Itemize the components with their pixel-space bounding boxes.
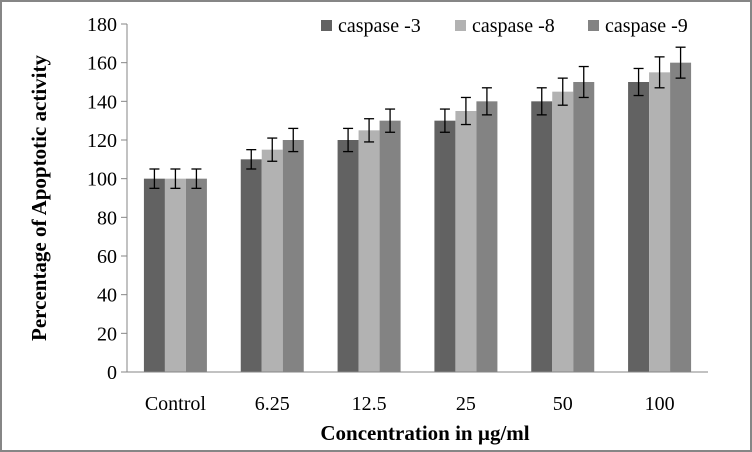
legend-swatch <box>321 20 332 31</box>
bars <box>143 62 692 373</box>
bar <box>240 159 262 372</box>
bar <box>455 111 477 372</box>
y-axis-title: Percentage of Apoptotic activity <box>27 55 51 341</box>
error-bars <box>149 46 686 189</box>
bar <box>649 72 671 372</box>
legend-label: caspase -3 <box>338 15 421 37</box>
axes <box>126 24 708 373</box>
bar <box>337 140 359 372</box>
bar <box>185 178 207 372</box>
x-tick-label: 100 <box>645 393 675 415</box>
x-tick-label: 25 <box>456 393 476 415</box>
y-tick-label: 100 <box>87 169 117 191</box>
y-tick-label: 120 <box>87 130 117 152</box>
bar <box>670 62 692 373</box>
legend-swatch <box>455 20 466 31</box>
y-tick-label: 80 <box>97 207 117 229</box>
bar <box>573 82 595 372</box>
legend-label: caspase -9 <box>605 15 688 37</box>
y-tick-label: 60 <box>97 246 117 268</box>
bar <box>282 140 304 372</box>
bar <box>379 120 401 373</box>
legend-label: caspase -8 <box>472 15 555 37</box>
y-tick-label: 40 <box>97 285 117 307</box>
x-tick-label: 50 <box>553 393 573 415</box>
bar <box>143 178 165 372</box>
bar <box>476 101 498 372</box>
y-tick-label: 140 <box>87 91 117 113</box>
x-tick-label: 6.25 <box>255 393 290 415</box>
y-tick-label: 20 <box>97 323 117 345</box>
bar <box>164 178 186 372</box>
bar <box>261 149 283 372</box>
y-tick-label: 160 <box>87 53 117 75</box>
y-axis-ticks: 0 20 40 60 80 100 120 140 160 180 <box>87 14 127 384</box>
y-tick-label: 0 <box>107 362 117 384</box>
y-tick-label: 180 <box>87 14 117 36</box>
bar <box>552 91 574 373</box>
legend-swatch <box>588 20 599 31</box>
x-axis-ticks: Control 6.25 12.5 25 50 100 <box>145 393 675 415</box>
x-tick-label: 12.5 <box>352 393 387 415</box>
bar <box>531 101 553 372</box>
bar <box>434 120 456 373</box>
x-tick-label: Control <box>145 393 207 415</box>
legend: caspase -3 caspase -8 caspase -9 <box>321 15 688 37</box>
bar <box>628 82 650 372</box>
x-axis-title: Concentration in µg/ml <box>320 421 529 445</box>
bar <box>358 130 380 372</box>
